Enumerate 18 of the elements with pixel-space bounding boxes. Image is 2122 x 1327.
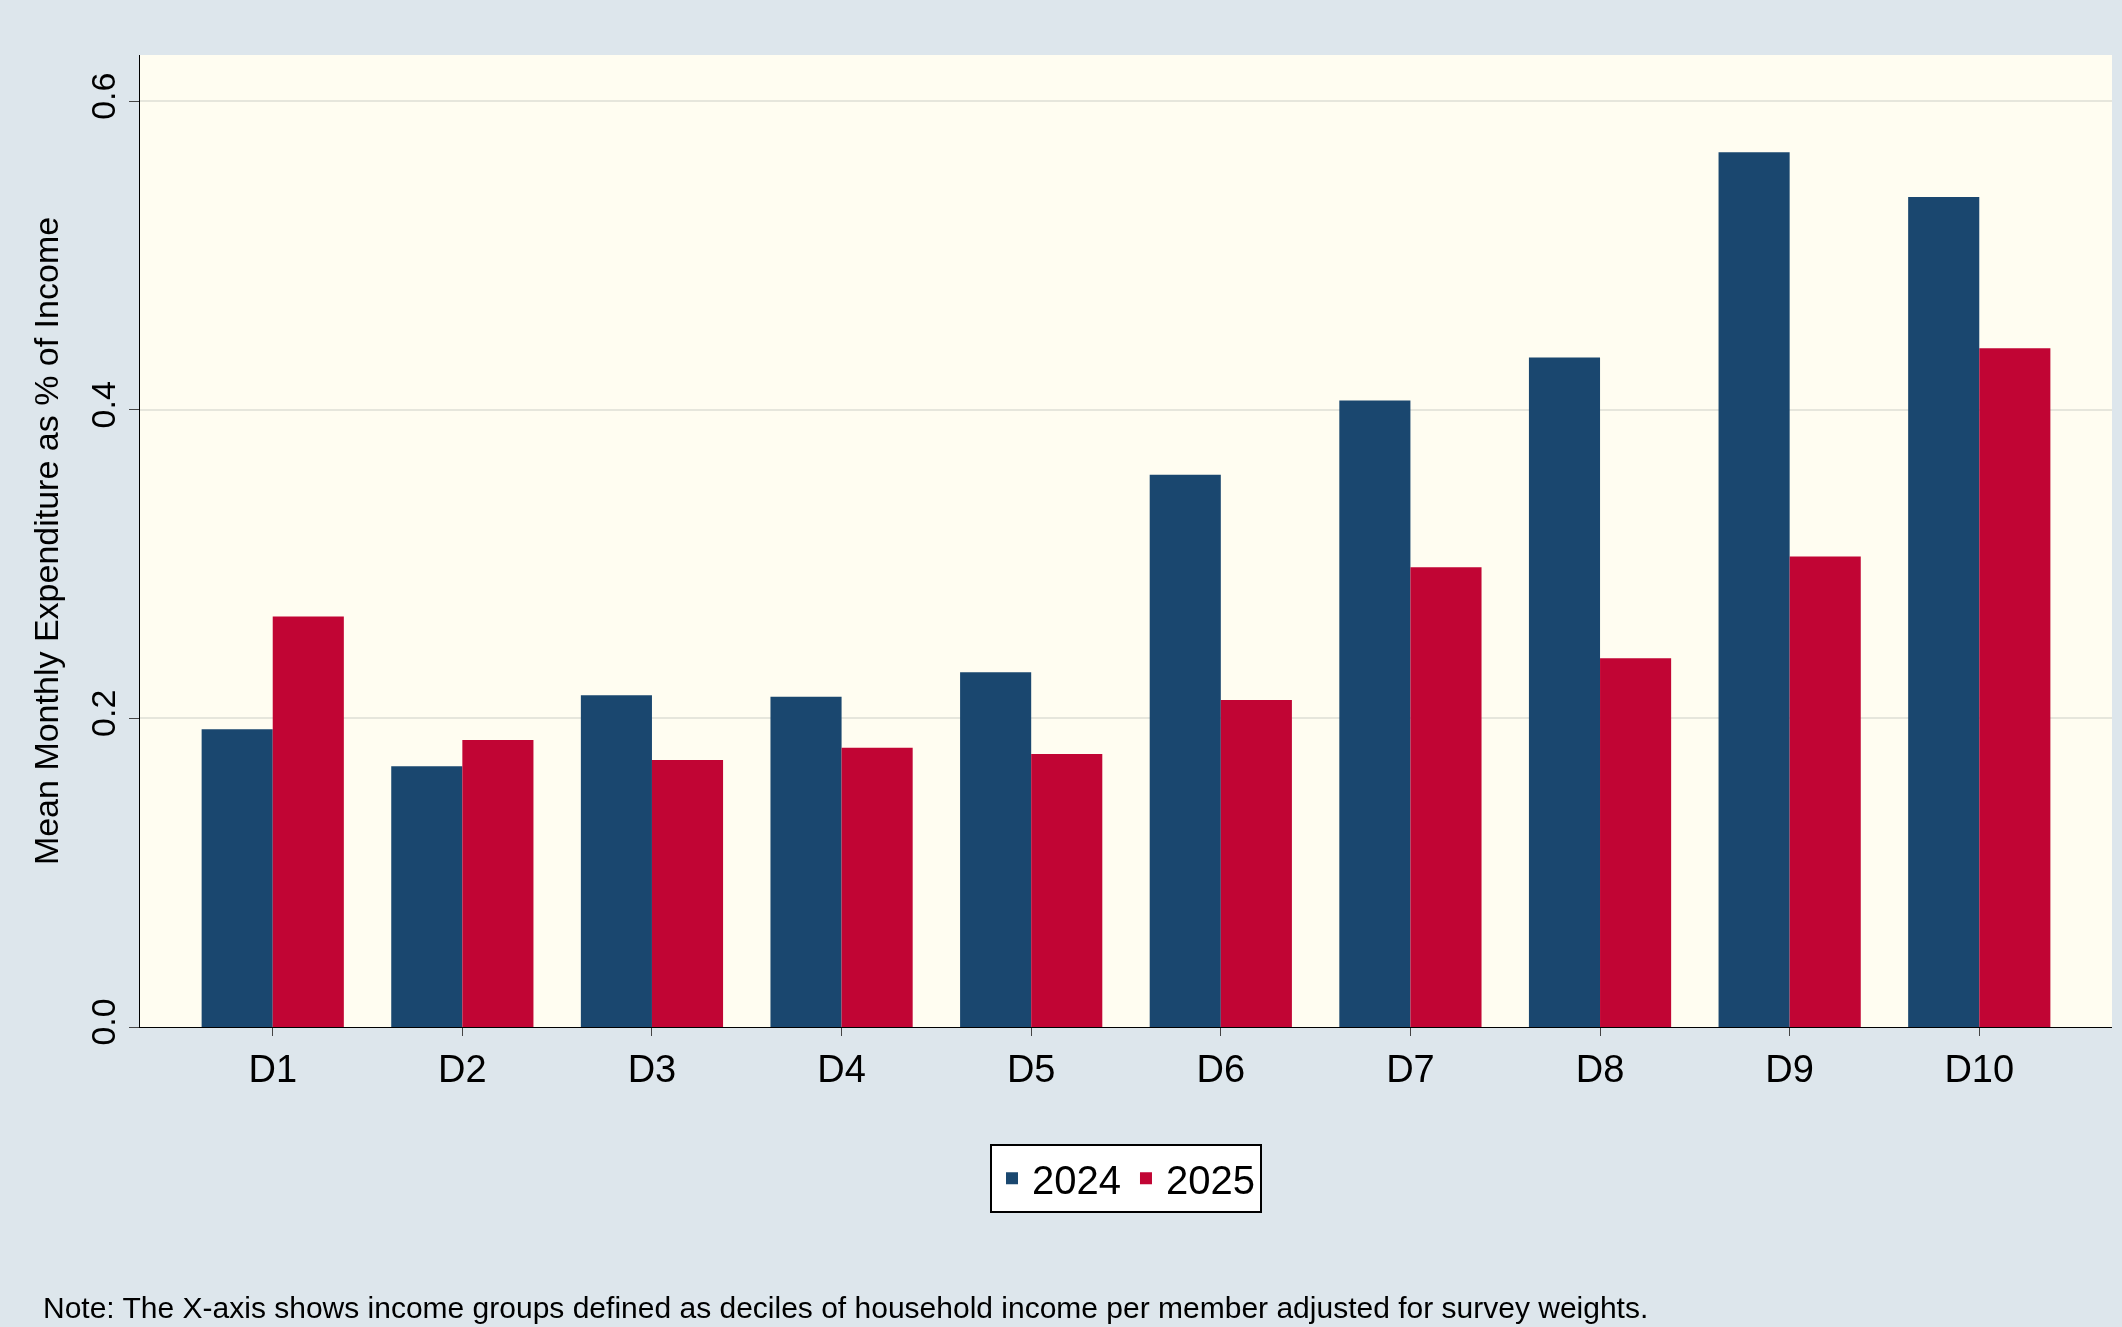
x-tick-label: D7 xyxy=(1386,1047,1435,1090)
x-tick-label: D4 xyxy=(817,1047,866,1090)
y-tick-label: 0.0 xyxy=(84,998,123,1046)
x-tick-label: D5 xyxy=(1006,1047,1056,1090)
x-tick-label: D10 xyxy=(1944,1047,2015,1090)
text: Note: The X-axis shows income groups defined as deciles of household income per member adjusted for survey weights. xyxy=(43,1291,1649,1324)
legend-label: 2025 xyxy=(1165,1157,1255,1202)
y-tick-label: 0.2 xyxy=(84,689,123,737)
x-tick-label: D6 xyxy=(1196,1047,1246,1090)
y-tick-label: 0.4 xyxy=(84,381,123,429)
y-axis-title: Mean Monthly Expenditure as % of Income xyxy=(27,216,65,866)
legend-label: 2024 xyxy=(1032,1157,1121,1202)
x-tick-label: D9 xyxy=(1765,1047,1814,1090)
x-tick-label: D1 xyxy=(248,1047,298,1090)
x-tick-label: D3 xyxy=(627,1047,677,1090)
y-tick-label: 0.6 xyxy=(84,72,123,120)
x-tick-label: D8 xyxy=(1575,1047,1625,1090)
x-tick-label: D2 xyxy=(438,1047,487,1090)
